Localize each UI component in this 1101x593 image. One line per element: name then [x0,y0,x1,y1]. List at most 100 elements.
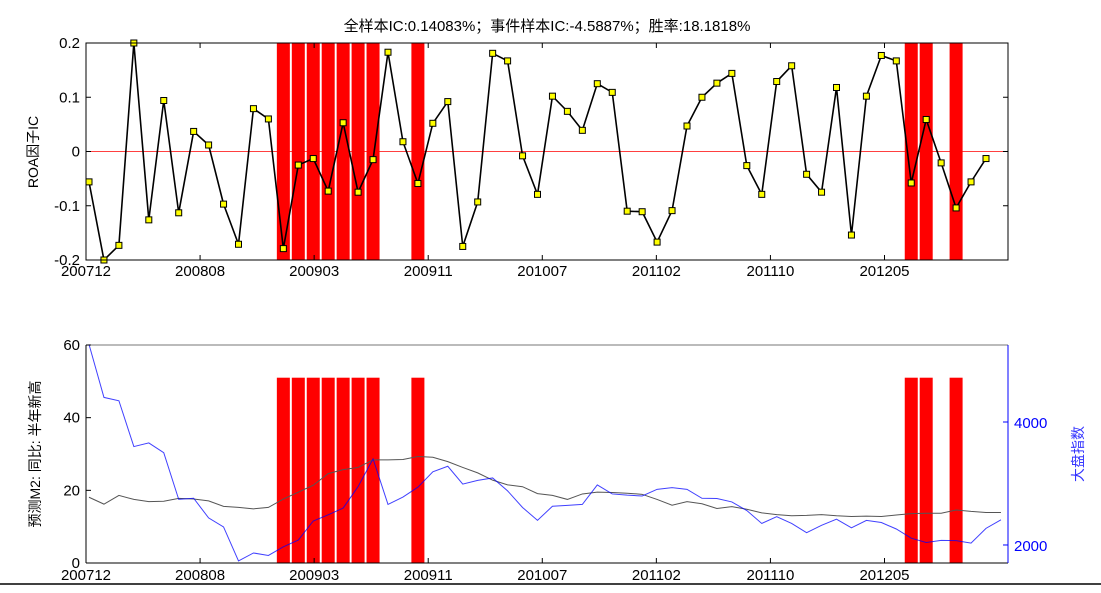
event-bar [411,377,425,563]
event-bar [336,377,350,563]
x-tick-label: 201110 [747,263,795,280]
ic-point [444,98,452,106]
bottom-y2-axis-label: 大盘指数 [1070,426,1086,482]
ic-point [833,83,840,91]
y-tick-label: 40 [63,410,80,427]
ic-point [369,156,377,164]
ic-point [952,204,960,212]
x-tick-label: 200911 [404,567,453,584]
ic-point [907,179,915,187]
event-bar [291,377,305,563]
ic-point [190,127,198,135]
y-tick-label: -0.1 [54,198,80,215]
y2-tick-label: 2000 [1014,538,1047,555]
ic-point [279,245,287,253]
event-bar [321,377,335,563]
y-tick-label: 0 [72,555,80,572]
ic-point [264,115,272,123]
ic-point [294,161,302,169]
event-bar [366,377,380,563]
x-tick-label: 201205 [859,263,909,280]
y-tick-label: -0.2 [54,252,80,269]
ic-point [788,62,796,70]
x-tick-label: 200808 [175,263,225,280]
x-tick-label: 200903 [289,567,339,584]
ic-point [324,187,332,195]
event-bar [306,377,320,563]
x-tick-label: 201007 [517,567,567,584]
ic-point [967,178,975,186]
ic-point [892,57,900,65]
event-bar [904,377,918,563]
ic-point [339,119,347,127]
ic-point [653,238,661,246]
ic-point [713,79,721,87]
x-tick-label: 201007 [517,263,567,280]
bottom-event-bars [276,377,963,563]
ic-point [743,162,751,170]
bottom-y-axis-label: 预测M2: 同比: 半年新高 [27,380,43,527]
ic-point [638,208,646,216]
ic-point [399,138,407,146]
ic-point [728,69,736,77]
ic-point [773,78,781,86]
ic-point [429,119,437,127]
top-y-axis-label: ROA因子IC [25,116,41,188]
ic-point [862,92,870,100]
x-tick-label: 200911 [404,263,453,280]
x-tick-label: 201102 [632,263,681,280]
ic-point [235,240,242,248]
y-tick-label: 0 [72,144,80,161]
ic-point [578,126,586,134]
top-chart-title: 全样本IC:0.14083%；事件样本IC:-4.5887%；胜率:18.181… [344,17,751,35]
ic-point [384,48,392,56]
event-bar [351,377,365,563]
y-tick-label: 0.2 [59,35,80,52]
x-tick-label: 201110 [747,567,795,584]
y-tick-label: 20 [63,482,80,499]
event-bar [919,377,933,563]
ic-point [847,231,855,239]
market-index-line [88,344,1002,562]
bottom-series [88,344,1002,562]
x-tick-label: 200712 [61,567,111,584]
y-tick-label: 60 [63,337,80,354]
x-tick-label: 201205 [859,567,909,584]
ic-point [85,178,93,186]
ic-point [668,207,676,215]
event-bar [276,377,290,563]
ic-point [563,107,571,115]
ic-point [504,57,512,65]
ic-point [982,155,990,163]
event-bar [949,377,963,563]
ic-point [160,97,168,105]
m2-yoy-line [88,456,1001,517]
x-tick-label: 201102 [632,567,681,584]
x-tick-label: 200903 [289,263,339,280]
ic-point [758,190,766,198]
ic-point [519,152,527,160]
ic-point [220,200,228,208]
ic-point [803,170,811,178]
ic-point [818,188,826,196]
ic-point [623,207,631,215]
ic-point [459,242,467,250]
x-tick-label: 200712 [61,263,111,280]
ic-point [249,105,257,113]
ic-point [922,115,930,123]
ic-point [534,190,541,198]
ic-point [937,159,945,167]
ic-point [683,122,691,130]
ic-point [489,49,497,57]
y-tick-label: 0.1 [59,89,80,106]
bottom-axes: 0 20 40 60 2000 4000 200712 200808 200903 200911 2… [61,337,1047,584]
ic-point [474,198,482,206]
ic-point [205,141,213,149]
ic-point [877,51,885,59]
ic-point [608,88,616,96]
ic-point [698,93,706,101]
x-tick-label: 200808 [175,567,225,584]
ic-point [414,180,422,188]
